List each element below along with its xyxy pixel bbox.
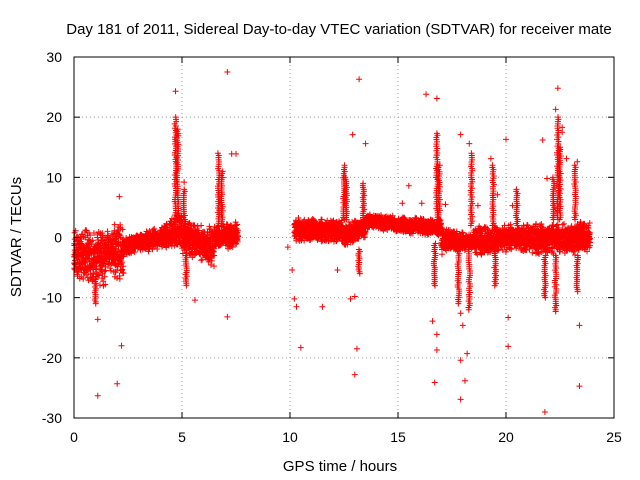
data-point [119, 226, 126, 233]
data-point [111, 221, 118, 228]
data-point [104, 228, 111, 235]
data-point [82, 269, 89, 276]
data-point [234, 238, 241, 245]
data-point [116, 231, 123, 238]
data-point [87, 232, 94, 239]
data-point [80, 275, 87, 282]
data-point [120, 270, 127, 277]
data-point [116, 275, 123, 282]
data-point [101, 268, 108, 275]
data-point [75, 268, 82, 275]
data-point [207, 261, 214, 268]
data-point [107, 265, 114, 272]
data-point [198, 222, 205, 229]
data-point [145, 248, 152, 255]
data-point [154, 246, 161, 253]
data-point [211, 252, 218, 259]
data-point [295, 236, 302, 243]
data-point [211, 263, 218, 270]
data-point [194, 223, 201, 230]
data-point [199, 256, 206, 263]
data-point [195, 227, 202, 234]
data-point [198, 257, 205, 264]
data-point [89, 237, 96, 244]
data-point [107, 267, 114, 274]
data-point [101, 273, 108, 280]
data-point [205, 254, 212, 261]
data-point [120, 263, 127, 270]
data-point [301, 237, 308, 244]
data-point [119, 259, 126, 266]
data-point [234, 227, 241, 234]
data-point [83, 227, 90, 234]
data-point [234, 221, 241, 228]
data-point [90, 270, 97, 277]
data-point [102, 281, 109, 288]
chart-title: Day 181 of 2011, Sidereal Day-to-day VTE… [66, 21, 612, 38]
data-points [71, 69, 594, 415]
data-point [235, 233, 242, 240]
data-point [232, 222, 239, 229]
data-point [78, 241, 85, 248]
data-point [90, 230, 97, 237]
data-point [229, 244, 236, 251]
data-point [115, 260, 122, 267]
data-point [191, 222, 198, 229]
data-point [95, 271, 102, 278]
